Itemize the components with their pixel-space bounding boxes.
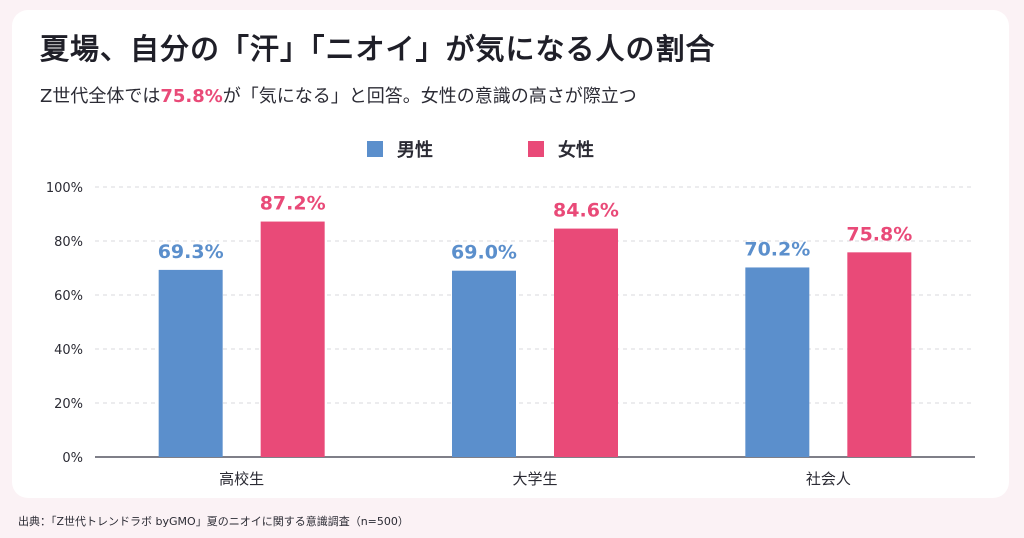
bar-male	[452, 270, 516, 457]
legend-swatch-male	[367, 141, 383, 157]
data-label: 75.8%	[846, 223, 912, 245]
bar-male	[745, 267, 810, 457]
bar-female	[260, 221, 325, 457]
subtitle-text-after: が「気になる」と回答。女性の意識の高さが際立つ	[222, 86, 637, 107]
x-tick-label: 社会人	[806, 470, 851, 488]
y-tick-label: 40%	[54, 343, 83, 358]
legend: 男性 女性	[0, 136, 1024, 162]
y-tick-label: 100%	[46, 181, 83, 196]
legend-label-female: 女性	[558, 140, 594, 161]
x-tick-label: 高校生	[219, 470, 264, 488]
bar-female	[847, 252, 912, 457]
y-tick-label: 20%	[54, 397, 83, 412]
data-label: 70.2%	[744, 238, 810, 260]
y-tick-label: 0%	[62, 451, 83, 466]
chart-subtitle: Z世代全体では75.8%が「気になる」と回答。女性の意識の高さが際立つ	[40, 82, 637, 108]
data-label: 69.3%	[158, 241, 224, 263]
chart-title: 夏場、自分の「汗」「ニオイ」が気になる人の割合	[40, 32, 716, 66]
x-tick-label: 大学生	[512, 470, 557, 488]
y-tick-label: 60%	[54, 289, 83, 304]
data-label: 84.6%	[553, 200, 619, 222]
legend-item-female: 女性	[528, 136, 594, 162]
source-note: 出典：「Z世代トレンドラボ byGMO」夏のニオイに関する意識調査（n=500）	[18, 515, 409, 528]
legend-label-male: 男性	[397, 140, 433, 161]
y-tick-label: 80%	[54, 235, 83, 250]
bar-female	[554, 228, 618, 457]
legend-item-male: 男性	[367, 136, 433, 162]
data-label: 69.0%	[451, 242, 517, 264]
data-label: 87.2%	[260, 193, 326, 215]
bar-male	[158, 269, 223, 457]
subtitle-highlight: 75.8%	[160, 86, 223, 107]
legend-swatch-female	[528, 141, 544, 157]
subtitle-text-before: Z世代全体では	[40, 86, 161, 107]
